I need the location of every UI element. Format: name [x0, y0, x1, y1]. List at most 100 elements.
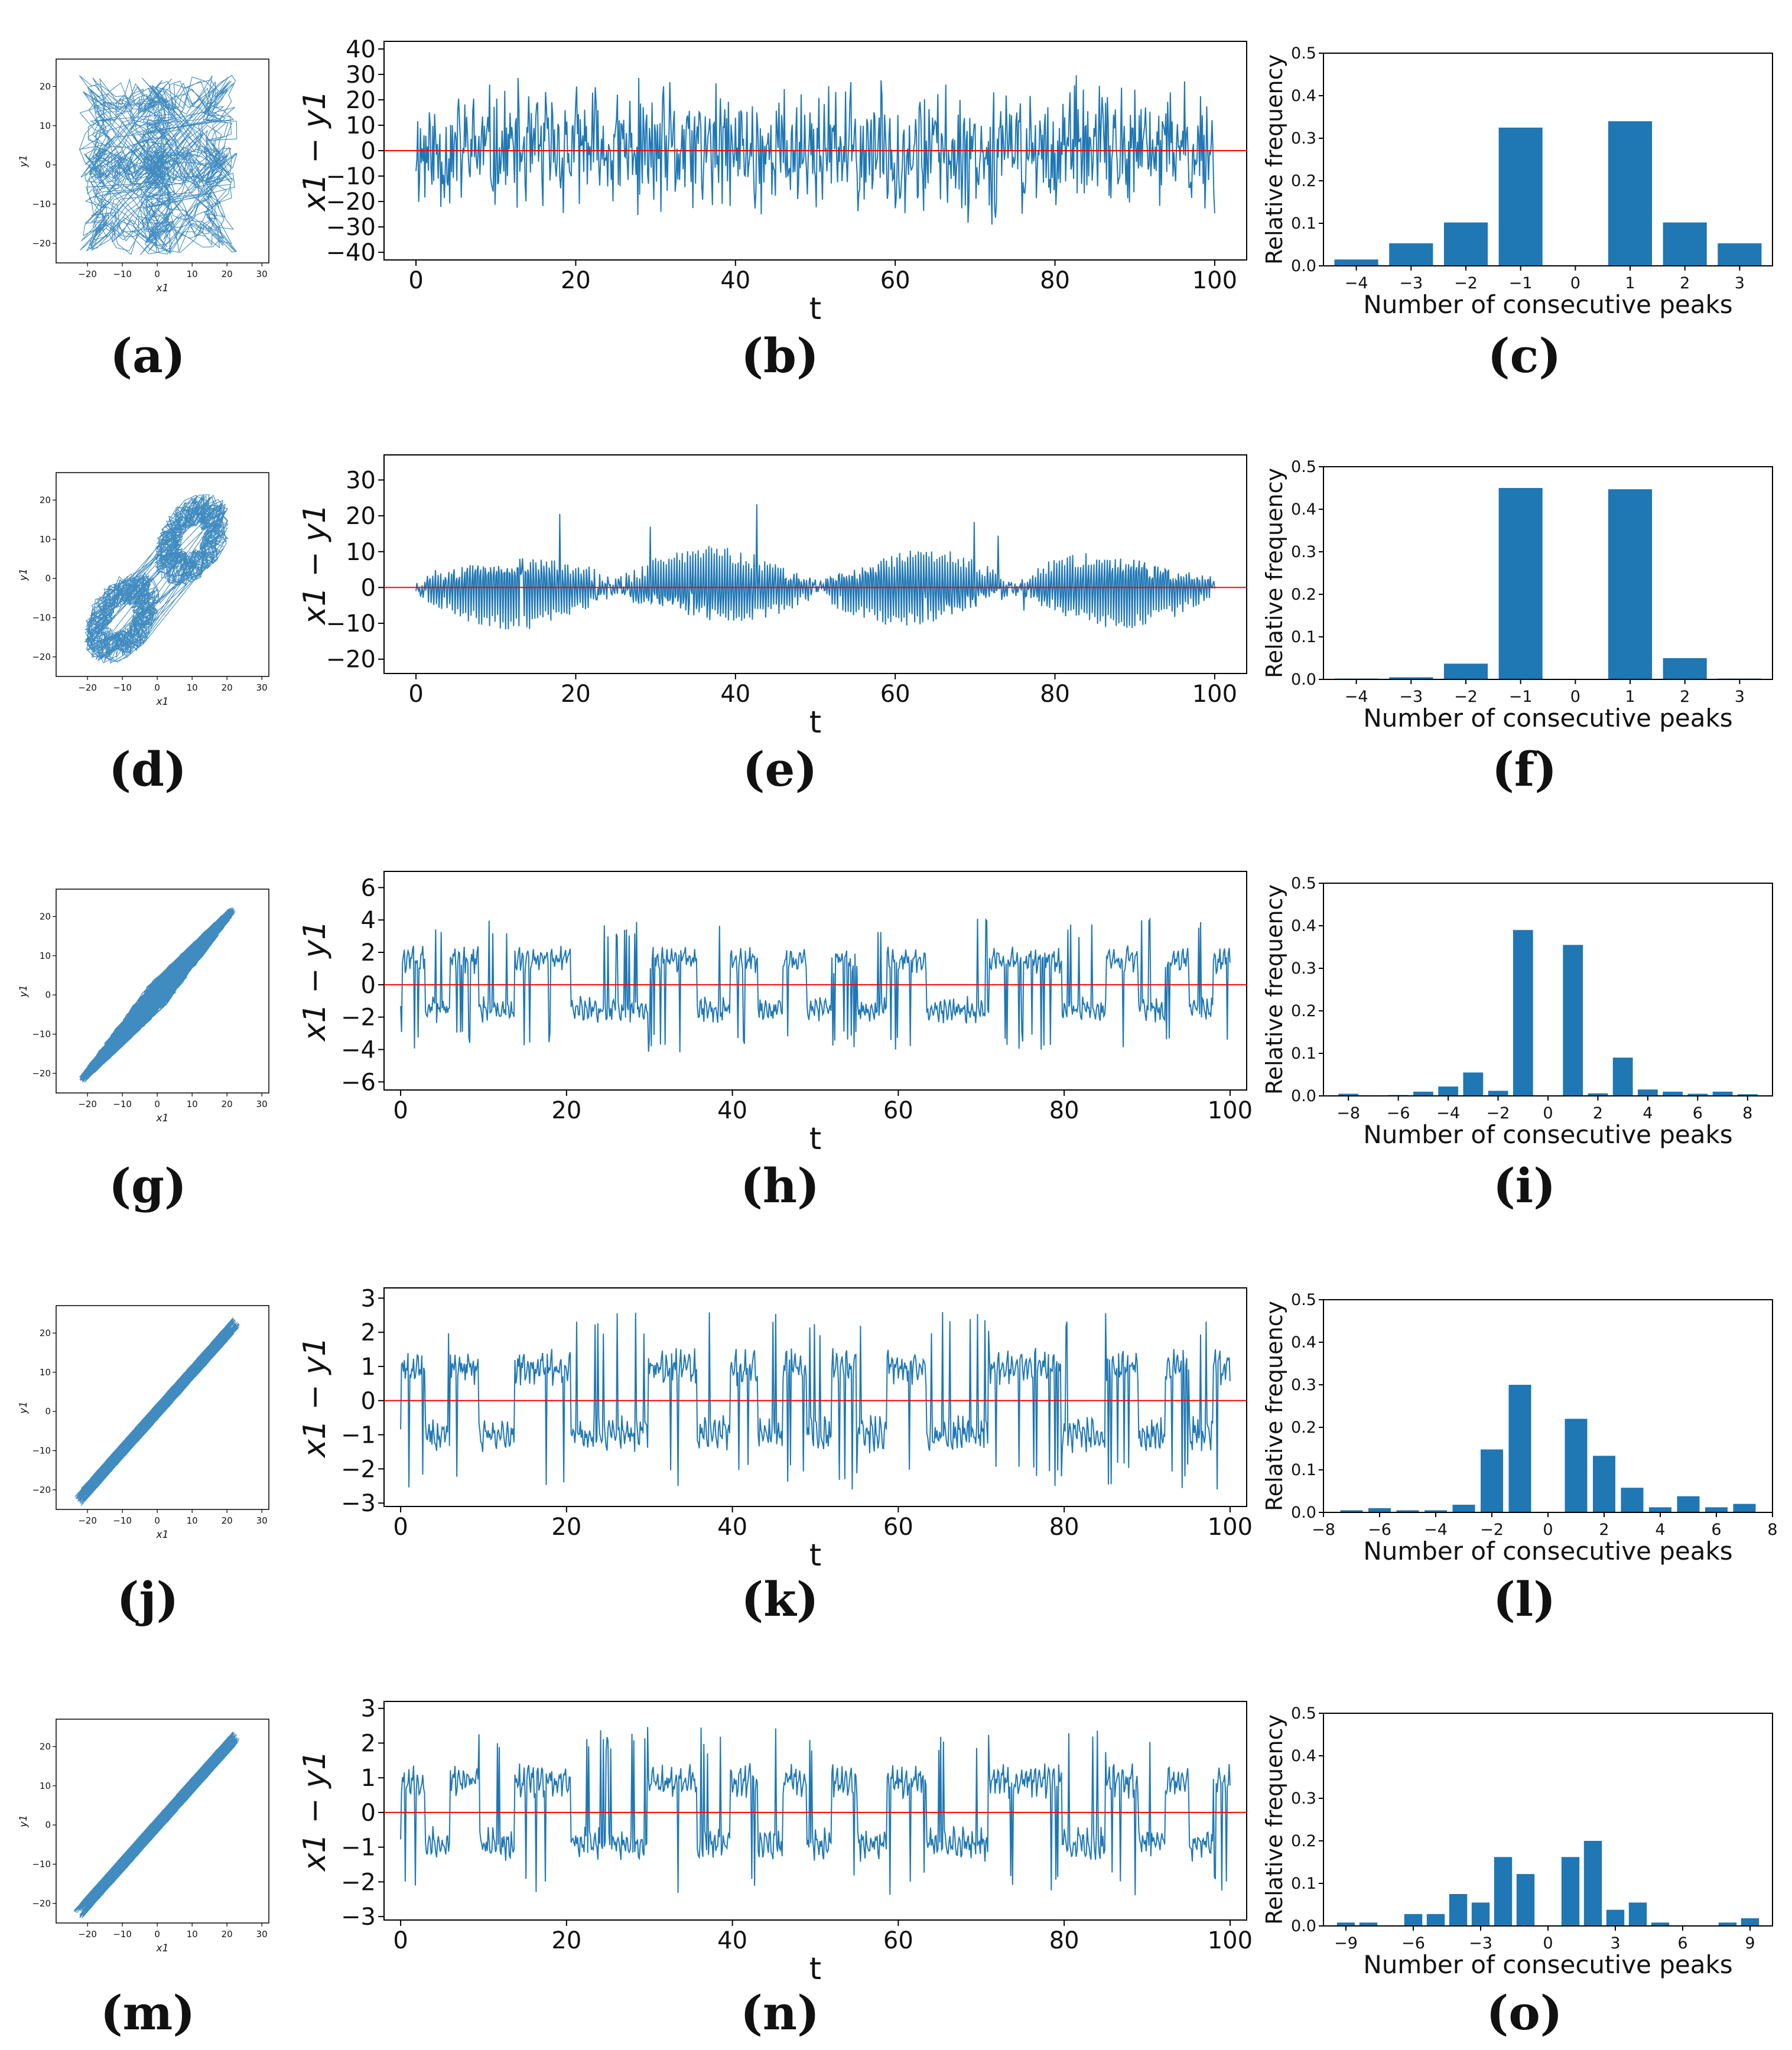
x-tick-label: −10: [113, 1099, 132, 1109]
x-tick-label: −8: [1336, 1104, 1360, 1122]
histogram-bar: [1404, 1914, 1423, 1926]
x-tick-label: 0: [408, 267, 423, 294]
y-axis-label: x1 − y1: [297, 920, 333, 1042]
x-tick-label: 20: [222, 1929, 233, 1940]
y-axis-label: y1: [18, 155, 30, 168]
histogram-bar: [1583, 1841, 1602, 1926]
y-axis-label: Relative frequency: [1261, 1714, 1287, 1925]
histogram-bar: [1425, 1510, 1447, 1512]
histogram-bar: [1508, 1385, 1531, 1512]
y-tick-label: −20: [32, 1898, 51, 1909]
plot-frame: [383, 1701, 1247, 1921]
histogram-bar: [1396, 1510, 1419, 1512]
trajectory-plot-3: −20 −10 0 10 20 30 −20 −10 0 10 20 x1 y1: [18, 865, 307, 1143]
y-tick-label: 3: [361, 1285, 376, 1312]
x-tick-label: 0: [1570, 274, 1580, 292]
x-tick-label: 0: [154, 1515, 160, 1526]
x-tick-label: −4: [1345, 274, 1368, 292]
y-tick-label: 0.1: [1291, 1044, 1316, 1063]
y-tick-label: −20: [32, 652, 51, 662]
y-tick-label: 20: [346, 87, 376, 114]
x-tick-label: 10: [187, 1929, 198, 1940]
x-tick-label: 30: [256, 1099, 268, 1109]
x-axis-label: Number of consecutive peaks: [1363, 1537, 1732, 1566]
x-tick-label: −1: [1509, 274, 1533, 292]
x-tick-label: 40: [720, 681, 750, 708]
y-tick-label: 2: [361, 1319, 376, 1346]
y-tick-label: 0: [45, 1820, 51, 1830]
plot-frame: [383, 454, 1247, 674]
plot-frame: [1323, 1299, 1773, 1513]
x-tick-label: −2: [1480, 1521, 1504, 1539]
x-axis-label: t: [809, 291, 821, 327]
y-tick-label: −20: [32, 238, 51, 249]
y-tick-label: 0.1: [1291, 1875, 1316, 1893]
histogram-bar: [1565, 1418, 1588, 1512]
x-axis-label: Number of consecutive peaks: [1363, 1120, 1732, 1149]
y-tick-label: −20: [326, 188, 376, 216]
x-tick-label: 2: [1680, 274, 1690, 292]
y-tick-label: 10: [346, 539, 376, 566]
y-tick-label: 0.3: [1291, 129, 1316, 148]
trajectory-line: [73, 1731, 240, 1919]
trajectory-plot-1: −20 −10 0 10 20 30 −20 −10 0 10 20 x1 y1: [18, 35, 307, 313]
x-tick-label: 30: [256, 1515, 268, 1526]
x-tick-label: 80: [1049, 1514, 1079, 1541]
histogram-bar: [1426, 1914, 1445, 1926]
x-tick-label: 9: [1745, 1934, 1755, 1953]
histogram-plot-5: −9 −6 −3 0 3 6 9 0.0 0.1 0.2 0.3 0.4 0.5 Number of co…: [1261, 1701, 1784, 1979]
y-tick-label: 20: [40, 911, 51, 922]
x-tick-label: 30: [256, 682, 268, 693]
x-tick-label: 100: [1208, 1927, 1253, 1954]
y-tick-label: 0: [361, 1800, 376, 1827]
x-tick-label: 10: [187, 682, 198, 693]
x-tick-label: 40: [717, 1927, 747, 1954]
x-tick-label: 6: [1693, 1104, 1703, 1122]
y-tick-label: 0.2: [1291, 1832, 1316, 1850]
y-tick-label: −10: [32, 612, 51, 623]
y-tick-label: −10: [326, 163, 376, 190]
y-tick-label: −10: [32, 1029, 51, 1039]
histogram-bar: [1718, 1922, 1737, 1926]
x-tick-label: −6: [1401, 1934, 1425, 1953]
y-tick-label: 0: [361, 972, 376, 999]
panel-label: (b): [741, 328, 819, 383]
x-tick-label: 20: [551, 1514, 581, 1541]
histogram-bar: [1481, 1449, 1503, 1512]
histogram-bar: [1561, 1857, 1580, 1926]
x-tick-label: 20: [222, 682, 233, 693]
histogram-bar: [1737, 1094, 1758, 1096]
signal-line: [400, 1727, 1231, 1896]
plot-frame: [56, 472, 269, 677]
y-tick-label: 10: [40, 121, 51, 131]
plot-frame: [383, 1287, 1247, 1507]
y-tick-label: 0: [45, 160, 51, 170]
trajectory-line: [74, 1317, 240, 1506]
trajectory-line: [83, 494, 229, 664]
timeseries-plot-2: 0 20 40 60 80 100 −20 −10 0 10 20 30 t x1 − y1: [297, 443, 1270, 740]
y-tick-label: 0.4: [1291, 500, 1316, 519]
y-tick-label: 0: [361, 574, 376, 601]
y-tick-label: 0.1: [1291, 628, 1316, 646]
x-tick-label: 0: [1543, 1934, 1553, 1953]
timeseries-plot-4: 0 20 40 60 80 100 −3 −2 −1 0 1 2 3 t x1 − y1: [297, 1276, 1270, 1573]
histogram-bar: [1494, 1857, 1513, 1926]
y-tick-label: 0.3: [1291, 959, 1316, 978]
histogram-bar: [1733, 1504, 1756, 1512]
trajectory-svg: −20 −10 0 10 20 30 −20 −10 0 10 20 x1 y1: [18, 472, 269, 708]
x-axis-label: Number of consecutive peaks: [1363, 1950, 1732, 1979]
x-tick-label: 8: [1767, 1521, 1777, 1539]
histogram-bar: [1588, 1093, 1608, 1096]
plot-frame: [56, 1305, 269, 1510]
x-tick-label: 0: [1543, 1104, 1553, 1122]
y-tick-label: 30: [346, 61, 376, 89]
x-tick-label: −10: [113, 269, 132, 279]
x-axis-label: x1: [156, 282, 169, 294]
y-tick-label: 0.0: [1291, 257, 1316, 275]
y-tick-label: 20: [40, 1741, 51, 1752]
y-tick-label: 1: [361, 1353, 376, 1381]
y-tick-label: −2: [341, 1869, 376, 1896]
x-tick-label: 0: [154, 1099, 160, 1109]
histogram-plot-1: −4 −3 −2 −1 0 1 2 3 0.0 0.1 0.2 0.3 0.4 0.5 Number of …: [1261, 41, 1784, 319]
y-tick-label: 10: [40, 951, 51, 961]
